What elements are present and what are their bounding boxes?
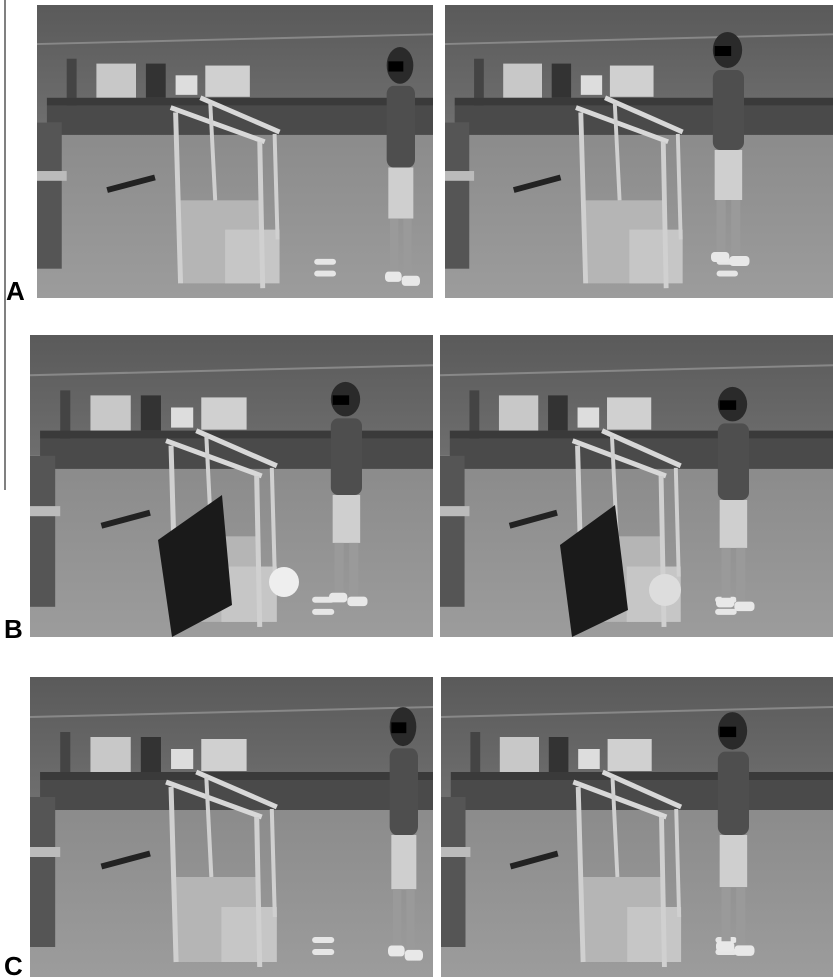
panel-label: C bbox=[4, 951, 23, 979]
panel-label: B bbox=[4, 614, 23, 644]
photo bbox=[30, 335, 433, 637]
photo bbox=[37, 5, 433, 298]
photo bbox=[445, 5, 833, 298]
panel-label: A bbox=[6, 276, 25, 306]
photo bbox=[440, 335, 833, 637]
photo bbox=[30, 677, 433, 977]
photo bbox=[441, 677, 833, 977]
figure: A B C bbox=[0, 0, 835, 979]
ball bbox=[649, 574, 681, 606]
ball bbox=[269, 567, 299, 597]
